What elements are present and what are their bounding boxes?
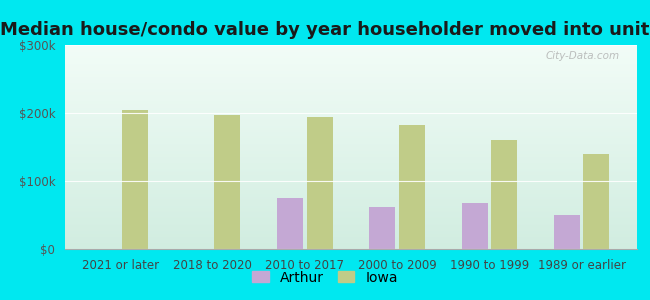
- Legend: Arthur, Iowa: Arthur, Iowa: [246, 265, 404, 290]
- Bar: [122, 110, 148, 249]
- Bar: [491, 140, 517, 249]
- Bar: [307, 117, 333, 249]
- Bar: [584, 154, 609, 249]
- Bar: [369, 207, 395, 249]
- Text: City-Data.com: City-Data.com: [546, 51, 620, 61]
- Bar: [554, 215, 580, 249]
- Bar: [399, 125, 425, 249]
- Bar: [277, 198, 303, 249]
- Bar: [214, 115, 240, 249]
- Bar: [462, 203, 488, 249]
- Text: Median house/condo value by year householder moved into unit: Median house/condo value by year househo…: [0, 21, 650, 39]
